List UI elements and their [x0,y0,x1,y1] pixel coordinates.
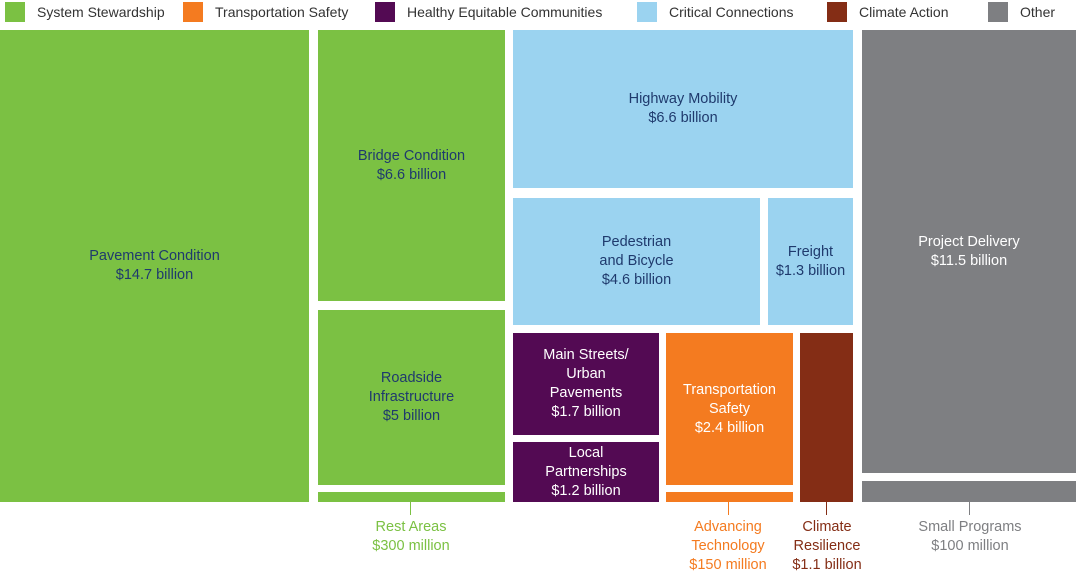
tile-label: Main Streets/ Urban Pavements [543,347,629,401]
label-small-programs: Small Programs $100 million [890,518,1050,556]
tile-label: Pedestrian and Bicycle [599,234,674,269]
tile-rest-areas [318,492,505,502]
legend-swatch [183,2,203,22]
label-rest-areas: Rest Areas $300 million [331,518,491,556]
legend-label: Healthy Equitable Communities [407,4,603,20]
tile-climate-resilience [800,333,853,502]
tile-label: Rest Areas [375,519,447,535]
tile-value: $14.7 billion [115,267,194,283]
leader-line-rest-areas [410,502,411,515]
label-advancing-technology: Advancing Technology $150 million [648,518,808,575]
tile-label: Highway Mobility [628,91,738,107]
tile-value: $4.6 billion [601,272,672,288]
tile-main-streets: Main Streets/ Urban Pavements $1.7 billio… [513,333,659,435]
tile-value: $1.2 billion [551,482,621,499]
legend-label: Other [1020,4,1056,20]
tile-freight: Freight $1.3 billion [768,198,853,325]
tile-value: $100 million [931,538,1009,554]
tile-highway-mobility: Highway Mobility $6.6 billion [513,30,853,188]
tile-label: Advancing Technology [691,519,765,554]
tile-small-programs [862,481,1076,502]
tile-label: Freight [787,243,834,260]
tile-project-delivery: Project Delivery $11.5 billion [862,30,1076,473]
tile-value: $2.4 billion [694,419,765,436]
legend-item-critical-connections: Critical Connections [637,2,794,22]
leader-line-climate-resilience [826,502,827,515]
legend-label: Climate Action [859,4,949,20]
tile-pedestrian-bicycle: Pedestrian and Bicycle $4.6 billion [513,198,760,325]
tile-value: $1.7 billion [551,404,621,420]
tile-label: Climate Resilience [793,519,861,554]
tile-value: $6.6 billion [376,166,447,183]
legend-swatch [827,2,847,22]
tile-local-partnerships: Local Partnerships $1.2 billion [513,442,659,502]
tile-label: Project Delivery [918,233,1020,250]
legend-swatch [375,2,395,22]
legend-swatch [5,2,25,22]
legend-item-transportation-safety: Transportation Safety [183,2,348,22]
legend-swatch [988,2,1008,22]
tile-label: Bridge Condition [357,147,466,164]
tile-value: $6.6 billion [648,110,718,126]
tile-label: Transportation Safety [683,381,776,417]
tile-value: $11.5 billion [930,252,1008,269]
label-climate-resilience: Climate Resilience $1.1 billion [747,518,907,575]
legend-label: System Stewardship [37,4,165,20]
tile-label: Local Partnerships [545,444,627,480]
tile-value: $1.3 billion [775,262,846,279]
tile-pavement-condition: Pavement Condition $14.7 billion [0,30,309,502]
legend-label: Transportation Safety [215,4,349,20]
tile-bridge-condition: Bridge Condition $6.6 billion [318,30,505,301]
tile-label: Pavement Condition [89,248,220,264]
legend-swatch [637,2,657,22]
tile-label: Small Programs [918,519,1022,535]
tile-value: $1.1 billion [792,557,862,573]
tile-value: $150 million [689,557,767,573]
tile-value: $5 billion [382,408,441,424]
tile-roadside-infrastructure: Roadside Infrastructure $5 billion [318,310,505,485]
tile-label: Roadside Infrastructure [368,370,455,405]
leader-line-advancing-technology [728,502,729,515]
legend-item-system-stewardship: System Stewardship [5,2,165,22]
legend-item-other: Other [988,2,1055,22]
legend-item-climate-action: Climate Action [827,2,948,22]
legend-label: Critical Connections [669,4,794,20]
tile-value: $300 million [372,538,450,554]
leader-line-small-programs [969,502,970,515]
tile-transportation-safety: Transportation Safety $2.4 billion [666,333,793,485]
tile-advancing-technology [666,492,793,502]
legend-item-healthy-equitable: Healthy Equitable Communities [375,2,602,22]
